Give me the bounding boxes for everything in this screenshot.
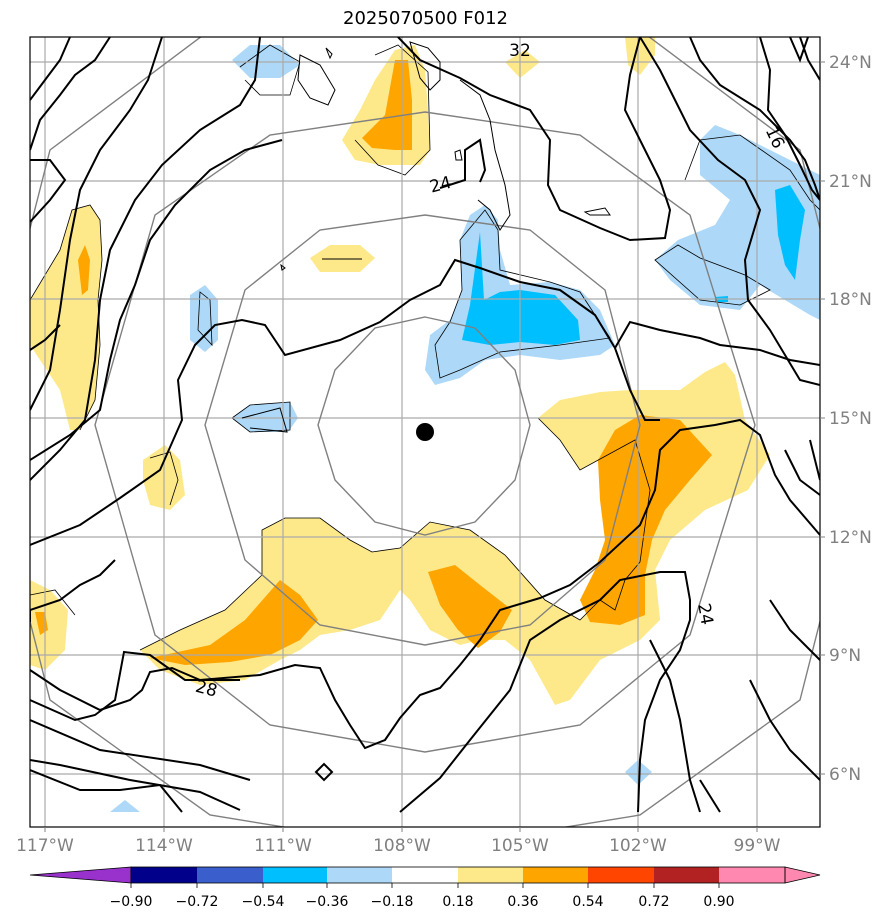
colorbar-label: 0.72 bbox=[638, 894, 669, 910]
positive-region-west bbox=[30, 205, 102, 430]
lat-label: 12°N bbox=[829, 528, 872, 548]
lon-label: 111°W bbox=[254, 836, 312, 856]
colorbar-swatch bbox=[131, 867, 197, 883]
lat-label: 24°N bbox=[829, 53, 872, 73]
colorbar-swatch bbox=[197, 867, 263, 883]
positive-region-sw-corner bbox=[30, 580, 68, 670]
small-contours bbox=[241, 41, 611, 433]
colorbar-label: 0.36 bbox=[507, 894, 538, 910]
contour-label-24-north: 24 bbox=[428, 173, 454, 198]
colorbar-label: −0.54 bbox=[242, 894, 285, 910]
colorbar-label: −0.18 bbox=[371, 894, 414, 910]
negative-core-center bbox=[462, 232, 580, 345]
lon-label: 114°W bbox=[135, 836, 193, 856]
colorbar: −0.90 −0.72 −0.54 −0.36 −0.18 0.18 0.36 … bbox=[29, 866, 821, 910]
colorbar-label: −0.72 bbox=[176, 894, 219, 910]
negative-region-bottom-left bbox=[110, 800, 140, 812]
lon-label: 108°W bbox=[373, 836, 431, 856]
lat-label: 15°N bbox=[829, 409, 872, 429]
colorbar-swatch bbox=[719, 867, 785, 883]
shaded-field bbox=[30, 37, 820, 812]
colorbar-swatch bbox=[458, 867, 523, 883]
lat-labels: 24°N 21°N 18°N 15°N 12°N 9°N 6°N bbox=[829, 53, 872, 785]
map-frame bbox=[29, 36, 821, 828]
colorbar-label: 0.18 bbox=[442, 894, 473, 910]
range-rings bbox=[30, 37, 820, 827]
orange-core-south-center bbox=[428, 565, 512, 648]
negative-region-west-small bbox=[190, 285, 218, 352]
colorbar-label: 0.54 bbox=[572, 894, 603, 910]
colorbar-label: −0.90 bbox=[110, 894, 153, 910]
negative-core-northeast bbox=[775, 185, 805, 280]
orange-core-south-west bbox=[150, 580, 318, 665]
lat-label: 6°N bbox=[829, 765, 861, 785]
lat-label: 21°N bbox=[829, 172, 872, 192]
colorbar-swatch bbox=[392, 867, 458, 883]
orange-core-west bbox=[78, 245, 90, 295]
negative-region-mid-west bbox=[232, 402, 298, 432]
contour-label-28: 28 bbox=[193, 677, 219, 702]
colorbar-max-arrow bbox=[784, 866, 821, 884]
lon-label: 105°W bbox=[491, 836, 549, 856]
lat-ticks bbox=[820, 61, 825, 775]
lon-labels: 117°W 114°W 111°W 108°W 105°W 102°W 99°W bbox=[16, 836, 781, 856]
lat-label: 9°N bbox=[829, 646, 861, 666]
lon-label: 102°W bbox=[609, 836, 667, 856]
negative-region-northeast bbox=[655, 125, 820, 320]
orange-core-north bbox=[362, 60, 412, 150]
colorbar-label: 0.90 bbox=[703, 894, 734, 910]
colorbar-swatch bbox=[263, 867, 327, 883]
storm-center-dot bbox=[416, 423, 434, 441]
contour-label-32: 32 bbox=[509, 41, 531, 61]
colorbar-swatch bbox=[523, 867, 588, 883]
colorbar-swatch bbox=[588, 867, 654, 883]
colorbar-label: −0.36 bbox=[306, 894, 349, 910]
colorbar-swatch bbox=[654, 867, 719, 883]
contour-label-24-south: 24 bbox=[693, 602, 716, 627]
lat-label: 18°N bbox=[829, 290, 872, 310]
lon-label: 99°W bbox=[734, 836, 781, 856]
positive-region-top-mid bbox=[505, 50, 540, 78]
colorbar-min-arrow bbox=[29, 866, 132, 884]
lon-ticks bbox=[44, 827, 758, 832]
colorbar-swatch bbox=[327, 867, 392, 883]
height-contours bbox=[30, 37, 820, 813]
lon-label: 117°W bbox=[16, 836, 74, 856]
shade-outlines bbox=[30, 44, 820, 651]
plot-title: 2025070500 F012 bbox=[343, 8, 508, 29]
